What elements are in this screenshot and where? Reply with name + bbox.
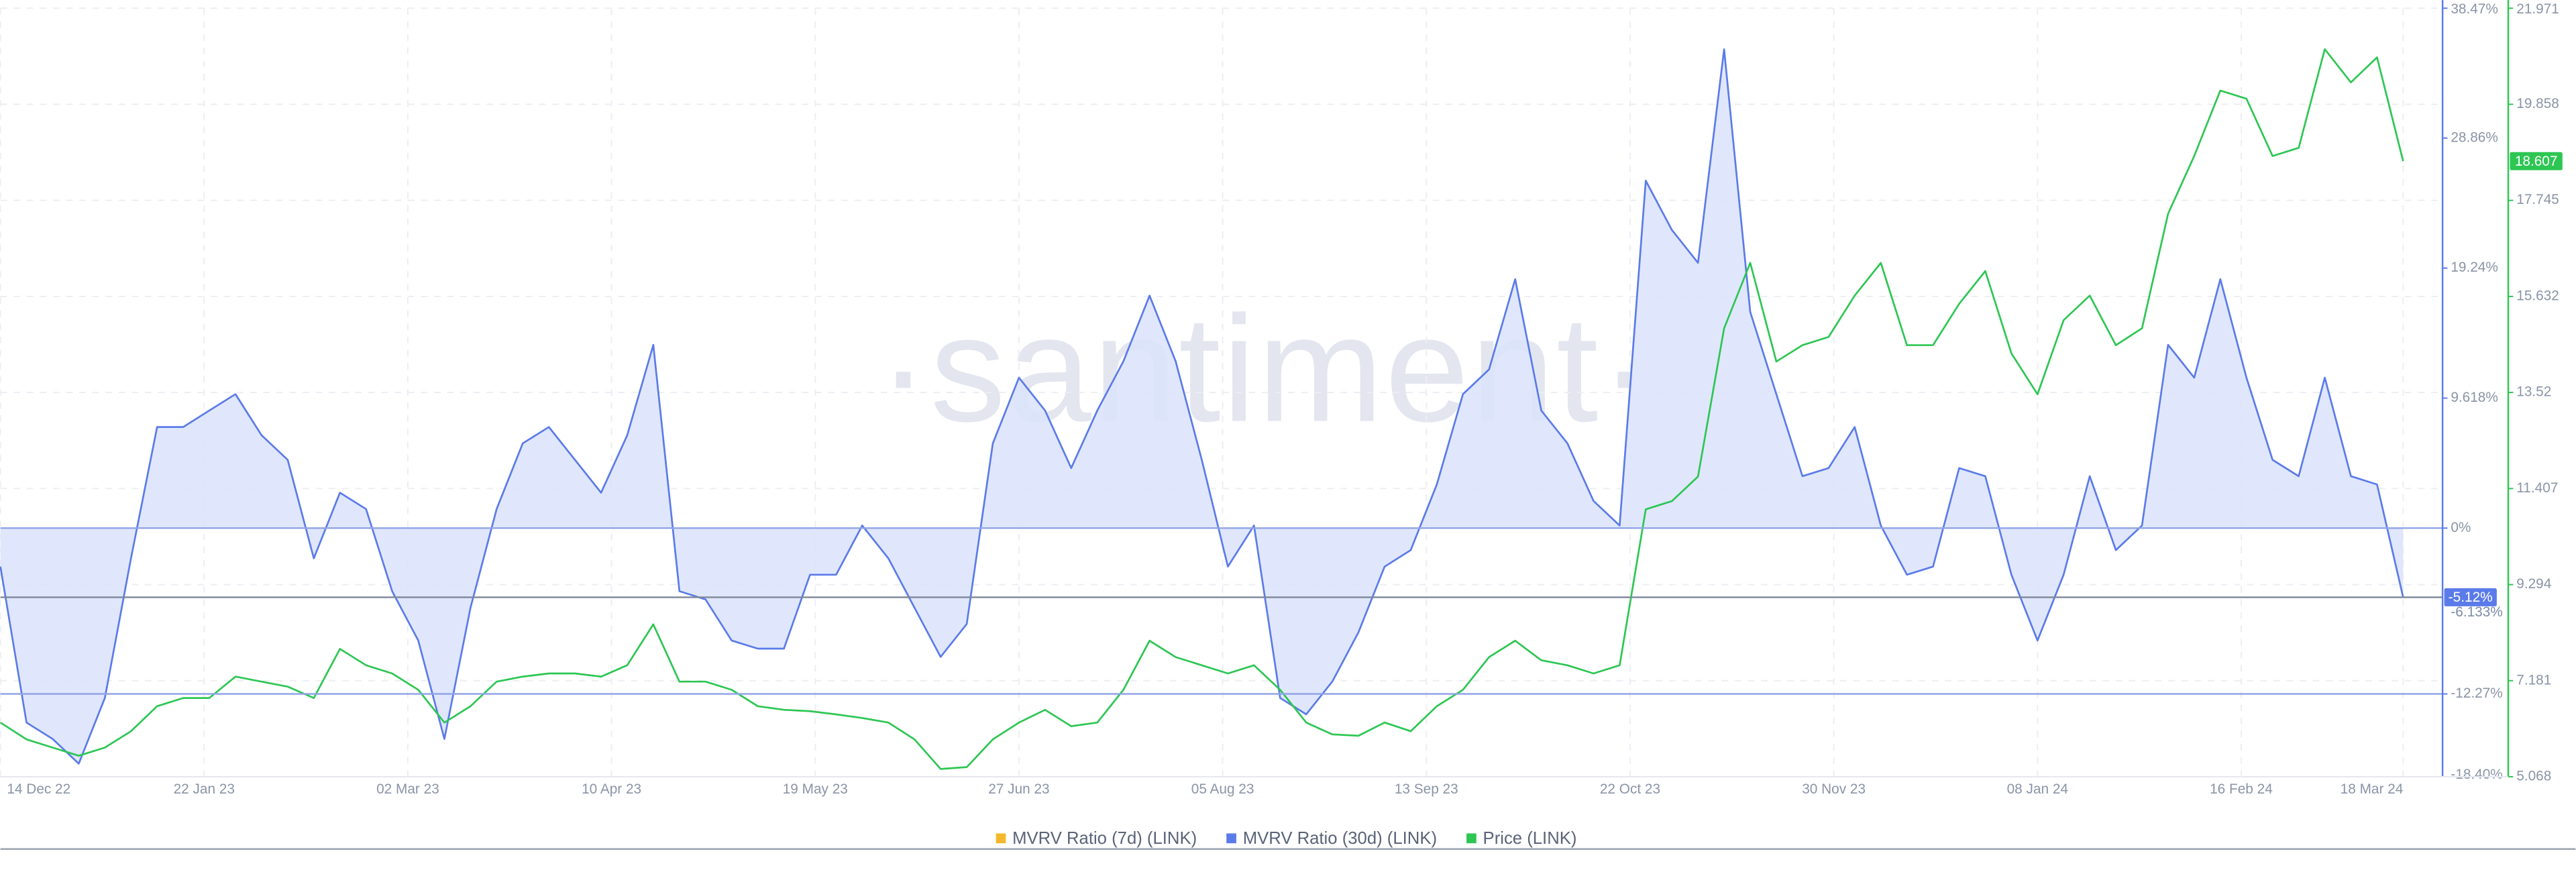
y-tick-label: -12.27%	[2451, 686, 2502, 701]
y2-tick-label: 5.068	[2516, 769, 2551, 784]
legend-label: MVRV Ratio (30d) (LINK)	[1243, 829, 1437, 848]
x-tick-label: 30 Nov 23	[1802, 781, 1866, 797]
x-tick-label: 05 Aug 23	[1191, 781, 1254, 797]
legend-item: MVRV Ratio (7d) (LINK)	[996, 829, 1197, 848]
x-tick-label: 18 Mar 24	[2341, 781, 2404, 797]
legend-label: Price (LINK)	[1483, 829, 1577, 848]
series-line	[0, 48, 2404, 770]
y2-tick-label: 7.181	[2516, 672, 2551, 688]
y-tick-label: 9.618%	[2451, 390, 2498, 405]
legend-label: MVRV Ratio (7d) (LINK)	[1012, 829, 1197, 848]
last-value-label: 18.607	[2515, 154, 2558, 169]
front-layer: 14 Dec 22 22 Jan 23 02 Mar 23 10 Apr 23 19 M…	[0, 0, 2576, 850]
x-tick-label: 14 Dec 22	[7, 781, 70, 797]
legend-item: Price (LINK)	[1466, 829, 1576, 848]
last-value-badge	[2510, 152, 2563, 170]
last-value-label: -6.133%	[2451, 604, 2502, 620]
x-tick-label: 16 Feb 24	[2210, 781, 2273, 797]
y-tick-label: -18.40%	[2451, 767, 2502, 782]
x-tick-label: 22 Oct 23	[1600, 781, 1660, 797]
x-tick-label: 10 Apr 23	[582, 781, 641, 797]
legend-swatch	[996, 833, 1006, 844]
x-tick-label: 27 Jun 23	[988, 781, 1049, 797]
legend-swatch	[1466, 833, 1477, 844]
last-value-badge	[2444, 588, 2497, 606]
y2-tick-label: 11.407	[2516, 480, 2558, 496]
y-tick-label: 28.86%	[2451, 129, 2498, 145]
legend-item: MVRV Ratio (30d) (LINK)	[1226, 829, 1437, 848]
legend-swatch	[1226, 833, 1236, 844]
x-tick-label: 13 Sep 23	[1395, 781, 1458, 797]
x-tick-label: 22 Jan 23	[174, 781, 235, 797]
x-tick-label: 08 Jan 24	[2007, 781, 2068, 797]
y2-tick-label: 17.745	[2516, 192, 2559, 207]
background-layer: ·santiment·	[0, 7, 2443, 777]
y2-tick-label: 19.858	[2516, 96, 2559, 111]
y-tick-label: 38.47%	[2451, 1, 2498, 17]
x-tick-label: 02 Mar 23	[376, 781, 439, 797]
y-tick-label: 0%	[2451, 520, 2471, 535]
y2-tick-label: 21.971	[2516, 1, 2559, 17]
y2-tick-label: 13.52	[2516, 384, 2551, 400]
y-tick-label: 19.24%	[2451, 260, 2498, 275]
series-line	[0, 48, 2404, 765]
y2-tick-label: 9.294	[2516, 576, 2551, 592]
y2-tick-label: 15.632	[2516, 288, 2559, 303]
last-value-label: -5.12%	[2449, 590, 2493, 605]
data-layer	[0, 48, 2443, 770]
x-tick-label: 19 May 23	[783, 781, 848, 797]
